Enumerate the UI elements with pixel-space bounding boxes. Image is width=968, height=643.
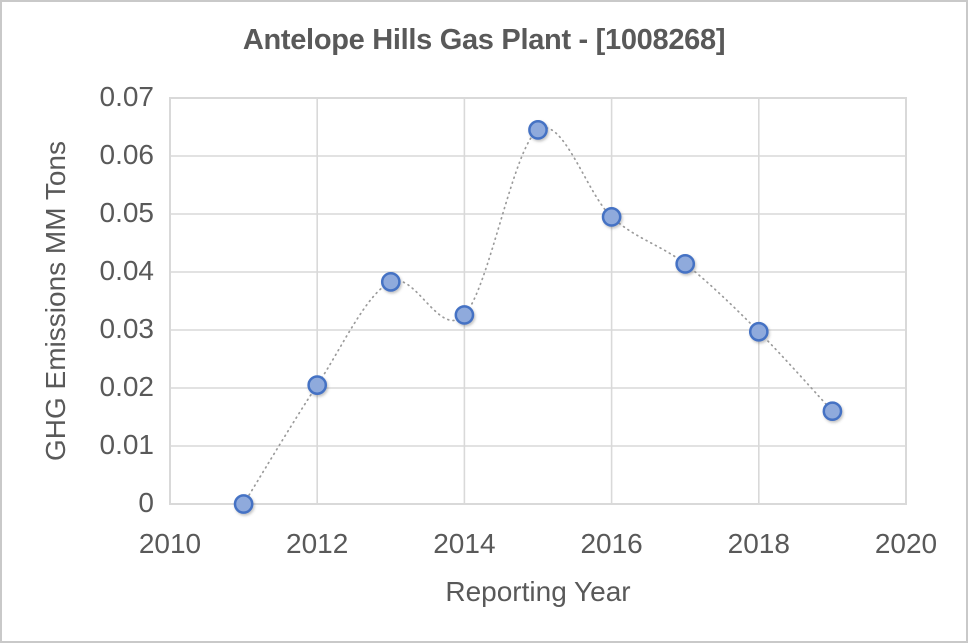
y-tick-label: 0.01 xyxy=(99,429,155,460)
data-point-marker xyxy=(601,207,622,227)
x-tick-label: 2016 xyxy=(580,528,643,559)
data-point-marker xyxy=(454,305,475,325)
y-tick-label: 0.07 xyxy=(99,81,155,112)
data-point-marker xyxy=(380,272,401,292)
x-tick-label: 2010 xyxy=(138,528,202,559)
x-tick-label: 2012 xyxy=(286,528,349,559)
data-point-marker xyxy=(307,375,328,395)
plot-border xyxy=(169,97,907,505)
y-tick-label: 0.04 xyxy=(99,255,155,286)
y-tick-label: 0.05 xyxy=(99,197,155,228)
data-point-marker xyxy=(675,254,696,274)
x-tick-label: 2018 xyxy=(727,528,790,559)
y-tick-label: 0.03 xyxy=(99,313,155,344)
data-point-marker xyxy=(822,401,843,422)
x-tick-label: 2014 xyxy=(433,528,496,559)
series-dotted-line xyxy=(242,126,834,505)
chart-title: Antelope Hills Gas Plant - [1008268] xyxy=(242,24,726,56)
y-tick-label: 0.02 xyxy=(99,371,155,402)
data-point-marker xyxy=(748,321,769,342)
y-tick-label: 0 xyxy=(138,487,154,518)
x-tick-label: 2020 xyxy=(874,528,938,559)
data-point-marker xyxy=(233,494,254,514)
y-tick-label: 0.06 xyxy=(99,139,155,170)
x-axis-title: Reporting Year xyxy=(445,576,631,607)
data-point-marker xyxy=(528,120,548,140)
